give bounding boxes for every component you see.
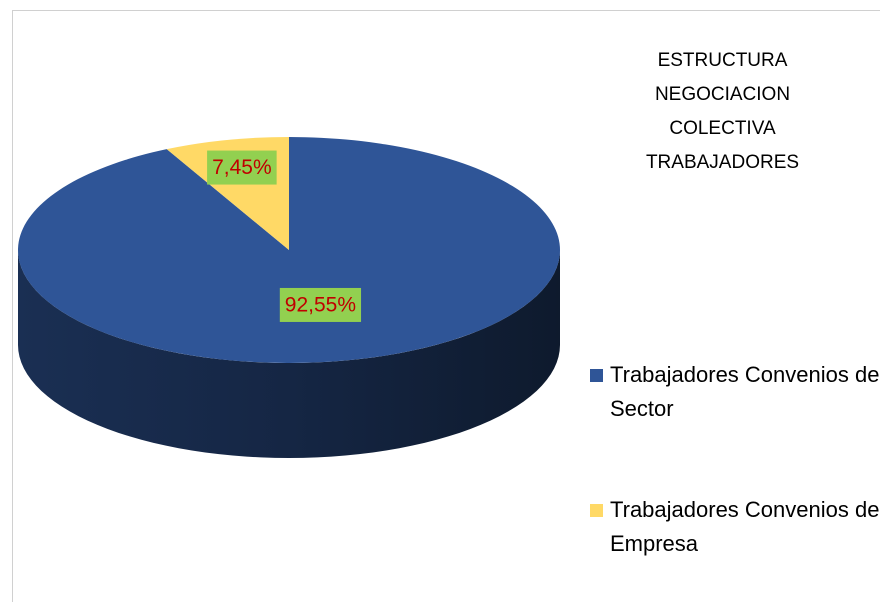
- chart-title: ESTRUCTURA NEGOCIACION COLECTIVA TRABAJA…: [645, 50, 800, 173]
- chart-frame: [12, 10, 880, 602]
- slice: [17, 137, 560, 363]
- slice-side: [18, 250, 560, 458]
- data-label-bg: [207, 150, 277, 185]
- legend-label: Trabajadores Convenios de Sector: [610, 362, 880, 421]
- legend-item: Trabajadores Convenios de Empresa: [590, 493, 880, 561]
- data-label: 92,55%: [285, 294, 356, 317]
- legend-swatch: [590, 504, 603, 517]
- legend-swatch: [590, 369, 603, 382]
- data-label-bg: [279, 287, 362, 322]
- legend-item: Trabajadores Convenios de Sector: [590, 358, 880, 426]
- legend-label: Trabajadores Convenios de Empresa: [610, 497, 880, 556]
- data-label: 7,45%: [212, 156, 272, 179]
